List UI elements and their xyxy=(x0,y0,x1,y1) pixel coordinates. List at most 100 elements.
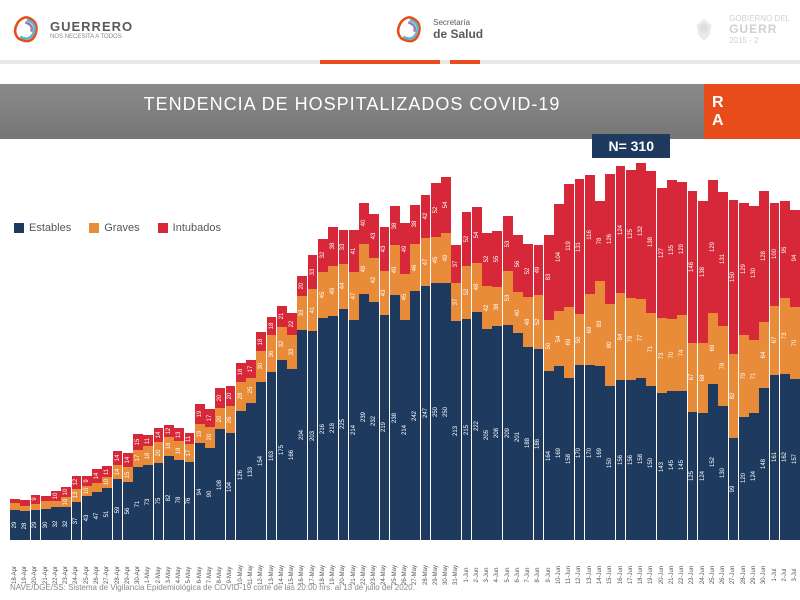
gov-years: 2015 - 2 xyxy=(729,37,790,46)
bar: 1286414830-Jun xyxy=(759,191,769,540)
bar: 10103223-Apr xyxy=(61,487,71,540)
legend-graves: Graves xyxy=(89,222,139,234)
legend: Estables Graves Intubados xyxy=(10,220,225,236)
bar: 384923825-May xyxy=(390,206,400,540)
logo-salud: Secretaría de Salud xyxy=(393,13,483,47)
bar: 144726-Apr xyxy=(92,469,102,540)
bar: 150829927-Jun xyxy=(729,200,739,540)
bar: 414721421-May xyxy=(349,230,359,540)
accent-bar xyxy=(320,60,440,64)
bar: 95731622-Jul xyxy=(780,201,790,540)
bar: 183616313-May xyxy=(267,317,277,540)
legend-intubados: Intubados xyxy=(158,222,221,234)
bar: 11105127-Apr xyxy=(102,466,112,540)
bar: 494521426-May xyxy=(400,223,410,540)
bar: 14155629-Apr xyxy=(123,453,133,540)
bar: 1315017012-Jun xyxy=(575,179,585,540)
bar: 334422520-May xyxy=(339,230,349,540)
bar: 1486712523-Jun xyxy=(688,191,698,540)
bar: 1386812424-Jun xyxy=(698,201,708,540)
side-label: R A xyxy=(704,84,800,139)
bar: 1218823-May xyxy=(164,425,174,540)
bar: 1327715818-Jun xyxy=(636,163,646,540)
bar: 524525029-May xyxy=(431,183,441,540)
bar: 223316615-May xyxy=(287,313,297,540)
bar: 1420752-May xyxy=(154,428,164,540)
title-bar: TENDENCIA DE HOSPITALIZADOS COVID-19 R A xyxy=(0,84,800,139)
accent-bar xyxy=(450,60,480,64)
bar: 183015412-May xyxy=(256,332,266,540)
bar: 1919946-May xyxy=(195,404,205,540)
n-badge: N= 310 xyxy=(592,134,670,158)
salud-big: de Salud xyxy=(433,28,483,41)
bar: 1196915811-Jun xyxy=(564,184,574,540)
bar: 788316914-Jun xyxy=(595,201,605,540)
bar: 434223223-May xyxy=(369,214,379,540)
bar: 1117765-May xyxy=(185,433,195,540)
bar: 1166917013-Jun xyxy=(585,175,595,540)
guerrero-tag: NOS NECESITA A TODOS xyxy=(50,34,133,41)
chart-title: TENDENCIA DE HOSPITALIZADOS COVID-19 xyxy=(0,84,704,139)
bar: 404923922-May xyxy=(359,203,369,540)
bar: 424724728-May xyxy=(421,195,431,540)
bar: 172513311-May xyxy=(246,360,256,540)
bar: 1297912028-Jun xyxy=(739,203,749,540)
bar: 1257915617-Jun xyxy=(626,170,636,540)
guerrero-name: GUERRERO xyxy=(50,20,133,34)
bar: 1720907-May xyxy=(205,409,215,540)
bar: 384921819-May xyxy=(328,227,338,540)
bar: 1268015015-Jun xyxy=(605,174,615,540)
header: GUERRERO NOS NECESITA A TODOS Secretaría… xyxy=(0,0,800,64)
bar: 20261049-May xyxy=(226,386,236,540)
bar: 2918-Apr xyxy=(10,499,20,540)
bar: 52422053-Jun xyxy=(482,233,492,540)
gov-big: GUERR xyxy=(729,23,790,36)
bar: 544925030-May xyxy=(441,177,451,540)
bar: 15177130-Apr xyxy=(133,434,143,540)
bar: 12133724-Apr xyxy=(72,476,82,540)
bar: 56402016-Jun xyxy=(513,235,523,540)
bar: 52481887-Jun xyxy=(523,244,533,540)
bar: 434321924-May xyxy=(380,227,390,540)
bar: 49521868-Jun xyxy=(534,245,544,540)
bar: 2819-Apr xyxy=(20,500,30,540)
logo-guerrero: GUERRERO NOS NECESITA A TODOS xyxy=(10,13,133,47)
bar: 1307112429-Jun xyxy=(749,206,759,540)
bar: 52522151-Jun xyxy=(462,212,472,540)
bar: 3021-Apr xyxy=(41,496,51,540)
bar: 203320416-May xyxy=(297,276,307,540)
bar: 182812610-May xyxy=(236,363,246,540)
bar: 1318784-May xyxy=(174,428,184,540)
bar: 213217514-May xyxy=(277,306,287,540)
swatch-estables xyxy=(14,223,24,233)
bar: 334120317-May xyxy=(308,255,318,540)
bar: 1387115019-Jun xyxy=(646,171,656,540)
bar: 92920-Apr xyxy=(31,495,41,540)
swatch-graves xyxy=(89,223,99,233)
bar: 55382084-Jun xyxy=(492,231,502,540)
bar: 1248415616-Jun xyxy=(616,166,626,540)
bar: 384624227-May xyxy=(410,205,420,540)
bar: 1045416910-Jun xyxy=(554,204,564,540)
bar: 94701573-Jul xyxy=(790,210,800,540)
bar: 103222-Apr xyxy=(51,491,61,540)
bar: 373721331-May xyxy=(451,245,461,540)
bar: 54482222-Jun xyxy=(472,207,482,540)
eagle-icon xyxy=(685,11,723,49)
bar: 100671611-Jul xyxy=(770,203,780,540)
bar: 20201088-May xyxy=(215,388,225,540)
legend-estables: Estables xyxy=(14,222,71,234)
bar: 9104325-Apr xyxy=(82,476,92,540)
bar: 1297414522-Jun xyxy=(677,182,687,540)
bar: 1118731-May xyxy=(143,435,153,540)
logo-gov: GOBIERNO DEL GUERR 2015 - 2 xyxy=(685,11,790,49)
bar: 1357014521-Jun xyxy=(667,180,677,540)
bar: 1317813026-Jun xyxy=(718,192,728,540)
bar: 14145928-Apr xyxy=(113,451,123,540)
source-text: NAVE/DGE/SS: Sistema de Vigilancia Epide… xyxy=(10,583,415,592)
bar: 1296915225-Jun xyxy=(708,180,718,540)
swirl-icon xyxy=(10,13,44,47)
bar: 1277314320-Jun xyxy=(657,188,667,541)
bar: 324521618-May xyxy=(318,239,328,540)
bar: 83501649-Jun xyxy=(544,235,554,540)
